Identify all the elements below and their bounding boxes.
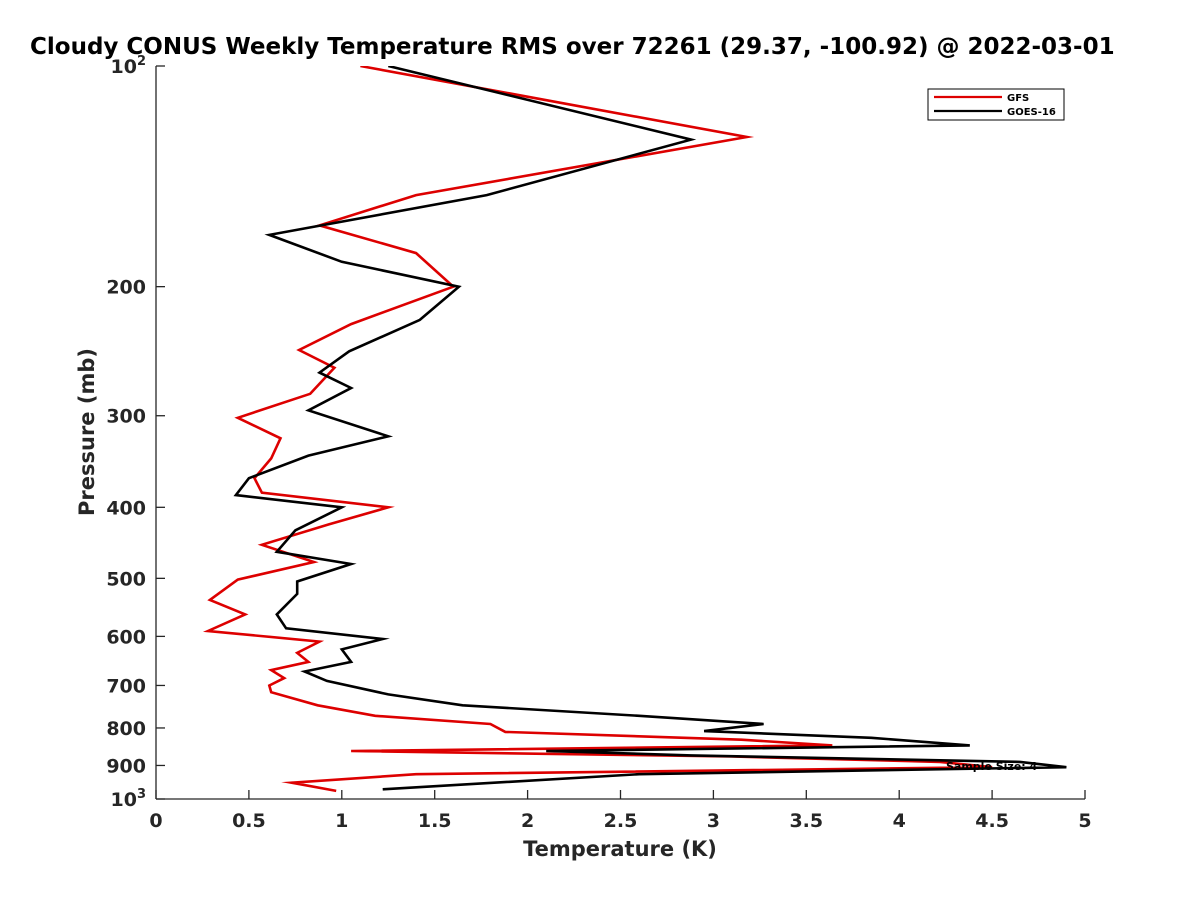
- x-axis-label: Temperature (K): [523, 837, 717, 861]
- x-tick-label: 0: [149, 810, 162, 832]
- legend-entry-gfs: GFS: [1007, 93, 1029, 104]
- x-tick-label: 4.5: [975, 810, 1009, 832]
- x-tick-label: 2.5: [604, 810, 638, 832]
- axes-background: [156, 66, 1085, 799]
- x-tick-label: 5: [1078, 810, 1091, 832]
- y-tick-label: 600: [106, 626, 146, 648]
- series-layer: [202, 66, 1067, 793]
- series-line-gfs: [202, 66, 993, 793]
- x-tick-label: 3.5: [789, 810, 823, 832]
- y-tick-label: 700: [106, 675, 146, 697]
- x-tick-label: 0.5: [232, 810, 266, 832]
- chart-title: Cloudy CONUS Weekly Temperature RMS over…: [30, 34, 1115, 60]
- x-tick-label: 4: [893, 810, 906, 832]
- legend: GFS GOES-16: [927, 88, 1065, 121]
- y-axis-label: Pressure (mb): [75, 348, 99, 516]
- y-tick-label: 200: [106, 277, 146, 299]
- x-tick-label: 3: [707, 810, 720, 832]
- series-line-goes-16: [233, 66, 1067, 791]
- y-tick-label: 400: [106, 497, 146, 519]
- x-tick-label: 1.5: [418, 810, 452, 832]
- x-axis-ticks: 0 0.5 1 1.5 2 2.5 3 3.5 4 4.5 5: [149, 790, 1092, 832]
- legend-entry-goes-16: GOES-16: [1007, 107, 1056, 118]
- y-tick-label: 500: [106, 568, 146, 590]
- legend-box: [927, 88, 1065, 121]
- y-tick-label: 103: [111, 787, 147, 811]
- y-axis-ticks: 102 200 300 400 500 600 700 800 900 103: [106, 54, 165, 811]
- y-tick-label: 800: [106, 718, 146, 740]
- x-tick-label: 1: [335, 810, 348, 832]
- y-tick-label: 900: [106, 755, 146, 777]
- plot-area: 0 0.5 1 1.5 2 2.5 3 3.5 4 4.5 5 102 200 300 400 500 600…: [106, 54, 1091, 832]
- x-tick-label: 2: [521, 810, 534, 832]
- y-tick-label: 102: [111, 54, 147, 78]
- y-tick-label: 300: [106, 406, 146, 428]
- sample-size-annotation: Sample Size: 4: [946, 760, 1038, 773]
